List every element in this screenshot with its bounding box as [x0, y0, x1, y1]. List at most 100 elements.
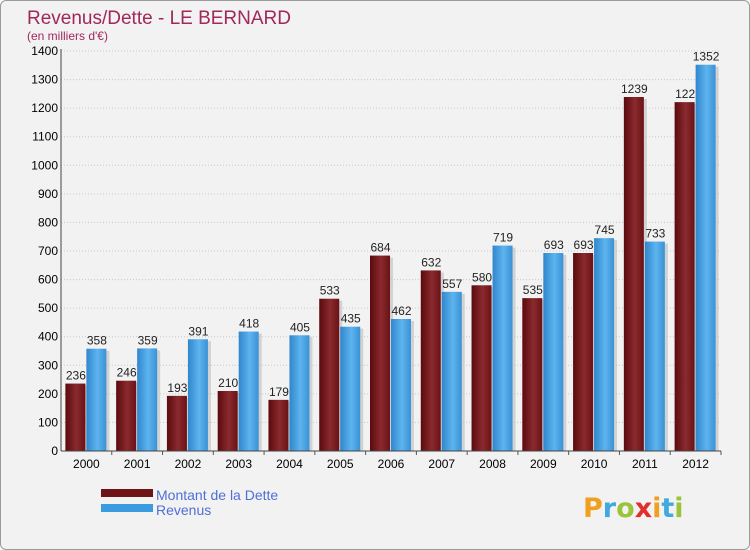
logo-letter: i: [674, 493, 683, 524]
logo-text: Proxiti: [583, 493, 684, 524]
chart-subtitle: (en milliers d'€): [27, 29, 108, 43]
y-tick-label: 1100: [32, 130, 58, 144]
bar: [543, 253, 564, 451]
bar: [623, 97, 644, 451]
bar: [238, 331, 259, 451]
data-label: 557: [442, 277, 462, 291]
axes: [60, 49, 721, 452]
data-label: 391: [188, 324, 208, 338]
data-label: 693: [574, 238, 594, 252]
x-tick-label: 2001: [124, 457, 151, 471]
proxiti-logo: Proxiti: [583, 493, 684, 524]
data-label: 580: [472, 270, 492, 284]
bar: [166, 395, 187, 451]
data-label: 246: [117, 366, 137, 380]
bar: [522, 298, 543, 451]
logo-letter: x: [635, 493, 652, 524]
data-label: 632: [421, 255, 441, 269]
logo-letter: P: [583, 493, 603, 524]
data-label: 405: [290, 320, 310, 334]
data-label: 1352: [693, 50, 720, 64]
logo-letter: i: [652, 493, 661, 524]
y-tick-label: 800: [38, 215, 58, 229]
x-tick-label: 2002: [175, 457, 202, 471]
x-tick-label: 2005: [327, 457, 354, 471]
bar: [441, 291, 462, 451]
y-tick-label: 600: [38, 273, 58, 287]
logo-letter: r: [603, 493, 617, 524]
data-label: 462: [391, 304, 411, 318]
data-label: 418: [239, 317, 259, 331]
bar: [471, 285, 492, 451]
x-tick-label: 2012: [682, 457, 709, 471]
data-label: 733: [645, 227, 665, 241]
y-tick-label: 1300: [31, 73, 58, 87]
bar: [289, 335, 310, 451]
logo-letter: o: [616, 493, 635, 524]
legend-label: Revenus: [156, 502, 211, 518]
bar: [492, 245, 513, 451]
x-tick-label: 2006: [378, 457, 405, 471]
bars: [65, 64, 719, 452]
bar: [674, 102, 695, 452]
data-label: 693: [544, 238, 564, 252]
y-tick-label: 1400: [31, 44, 58, 58]
y-tick-label: 200: [38, 387, 58, 401]
legend-swatch: [101, 504, 153, 512]
data-label: 535: [523, 283, 543, 297]
x-tick-label: 2011: [632, 457, 658, 471]
legend-swatch: [101, 489, 153, 497]
bar: [594, 238, 615, 451]
data-label: 358: [87, 334, 107, 348]
data-label: 359: [138, 333, 158, 347]
bar: [370, 255, 390, 451]
chart-title: Revenus/Dette - LE BERNARD: [27, 8, 291, 29]
y-axis-ticks: 0 100 200 300 400 500 600 700 800 900 1000 1100 1200…: [31, 44, 58, 458]
bar: [573, 253, 594, 451]
data-label: 193: [167, 381, 187, 395]
y-tick-label: 0: [51, 444, 58, 458]
x-axis-ticks: 2000 2001 2002 2003 2004 2005 2006 2007 2008 2009…: [73, 451, 722, 471]
data-label: 435: [341, 312, 361, 326]
data-label: 210: [218, 376, 238, 390]
y-tick-label: 300: [38, 358, 58, 372]
x-tick-label: 2004: [276, 457, 303, 471]
y-tick-label: 900: [38, 187, 58, 201]
x-tick-label: 2010: [581, 457, 608, 471]
bar: [340, 326, 361, 451]
bar: [319, 298, 340, 451]
bar: [420, 270, 441, 451]
y-tick-label: 1000: [31, 158, 58, 172]
data-label: 236: [66, 369, 86, 383]
bar: [137, 348, 158, 451]
x-tick-label: 2003: [225, 457, 252, 471]
y-tick-label: 500: [38, 301, 58, 315]
y-tick-label: 1200: [31, 101, 58, 115]
bar: [268, 399, 289, 451]
bar: [65, 383, 86, 451]
x-tick-label: 2008: [479, 457, 506, 471]
bar: [86, 348, 107, 451]
x-tick-label: 2007: [428, 457, 455, 471]
legend-label: Montant de la Dette: [156, 487, 278, 503]
y-tick-label: 700: [38, 244, 58, 258]
bar: [695, 64, 716, 451]
bar: [644, 241, 665, 451]
bar: [391, 319, 411, 451]
data-label: 533: [320, 284, 340, 298]
logo-letter: t: [661, 493, 674, 524]
bar: [116, 380, 137, 451]
x-tick-label: 2000: [73, 457, 100, 471]
data-label: 179: [269, 385, 289, 399]
data-label: 684: [370, 241, 390, 255]
data-label: 745: [595, 223, 615, 237]
data-label: 1239: [621, 82, 648, 96]
x-tick-label: 2009: [530, 457, 557, 471]
y-tick-label: 100: [38, 415, 58, 429]
data-label: 122: [675, 87, 695, 101]
data-label: 719: [493, 231, 513, 245]
